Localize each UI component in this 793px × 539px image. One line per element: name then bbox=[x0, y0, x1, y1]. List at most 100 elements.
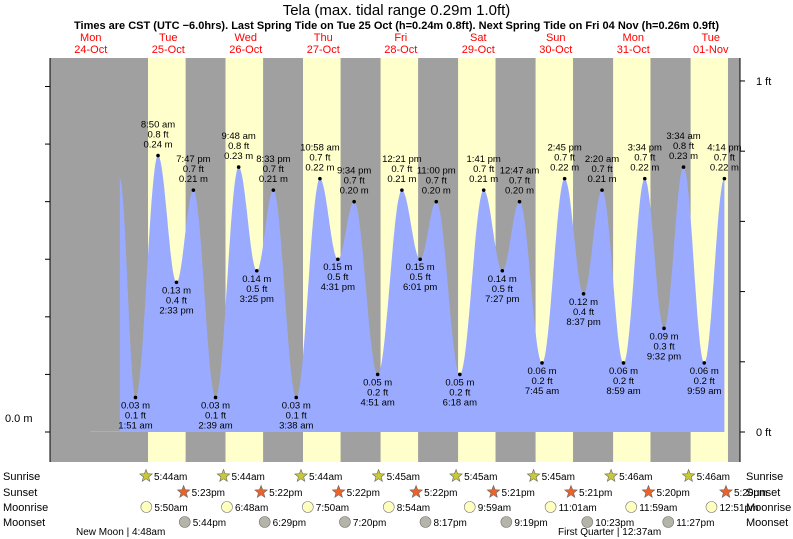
tide-label: 2:45 pm bbox=[547, 143, 581, 154]
tide-label: 0.21 m bbox=[387, 174, 416, 185]
tide-label: 0.7 ft bbox=[509, 176, 530, 187]
day-date: 29-Oct bbox=[462, 44, 495, 56]
sunset-icon bbox=[719, 484, 733, 498]
tide-label: 0.7 ft bbox=[634, 153, 655, 164]
moonrise-time: 8:54am bbox=[397, 503, 430, 514]
moonset-icon bbox=[419, 516, 432, 528]
low-tide-point bbox=[540, 361, 544, 365]
moonrise-icon bbox=[705, 501, 718, 513]
tide-label: 12:47 am bbox=[500, 166, 540, 177]
low-tide-point bbox=[458, 372, 462, 377]
tide-label: 0.23 m bbox=[224, 151, 253, 162]
moonrise-icon bbox=[625, 501, 637, 513]
tide-label: 0.2 ft bbox=[694, 376, 715, 387]
high-tide-point bbox=[236, 165, 241, 169]
high-tide-point bbox=[156, 153, 160, 158]
sunset-time: 5:20pm bbox=[734, 488, 767, 499]
tide-label: 0.4 ft bbox=[573, 307, 594, 318]
tide-label: 0.8 ft bbox=[673, 141, 694, 152]
tide-label: 0.21 m bbox=[179, 174, 208, 185]
tide-label: 0.21 m bbox=[469, 174, 498, 185]
sunset-icon bbox=[331, 484, 346, 498]
sunset-icon bbox=[176, 484, 191, 498]
tide-label: 0.2 ft bbox=[449, 387, 470, 398]
tide-label: 7:47 pm bbox=[176, 154, 210, 165]
sunset-time: 5:21pm bbox=[579, 488, 612, 499]
tide-label: 4:14 pm bbox=[707, 143, 741, 154]
moonrise-time: 9:59am bbox=[478, 503, 511, 514]
tide-label: 1:41 pm bbox=[467, 154, 501, 165]
sunrise-icon bbox=[294, 468, 308, 482]
sunrise-time: 5:45am bbox=[542, 472, 575, 483]
tide-label: 0.1 ft bbox=[205, 410, 226, 421]
sunrise-time: 5:46am bbox=[697, 472, 730, 483]
moonrise-icon bbox=[221, 501, 233, 513]
high-tide-point bbox=[318, 176, 322, 181]
tide-label: 0.14 m bbox=[488, 274, 517, 285]
tide-label: 0.24 m bbox=[144, 140, 173, 151]
sunset-time: 5:21pm bbox=[502, 488, 535, 499]
right-axis-label: 0 ft bbox=[756, 427, 771, 439]
tide-label: 0.5 ft bbox=[246, 284, 267, 295]
day-weekday: Mon bbox=[80, 32, 101, 44]
sunset-time: 5:20pm bbox=[656, 488, 689, 499]
tide-label: 0.13 m bbox=[162, 285, 191, 296]
sunrise-icon bbox=[681, 468, 696, 482]
tide-label: 0.21 m bbox=[259, 174, 288, 185]
day-date: 26-Oct bbox=[229, 44, 262, 56]
tide-curve-area bbox=[90, 155, 725, 432]
tide-label: 7:45 am bbox=[525, 386, 559, 397]
high-tide-point bbox=[400, 188, 404, 192]
tide-label: 0.3 ft bbox=[653, 341, 674, 352]
sunset-time: 5:22pm bbox=[347, 488, 380, 499]
tide-label: 0.7 ft bbox=[714, 153, 735, 164]
sunset-icon bbox=[641, 484, 656, 498]
tide-label: 3:34 am bbox=[666, 131, 700, 142]
moonrise-icon bbox=[382, 501, 395, 513]
left-axis-label: 0.0 m bbox=[5, 413, 33, 425]
tide-label: 2:33 pm bbox=[159, 305, 193, 316]
sunset-icon bbox=[486, 484, 501, 498]
tide-label: 0.8 ft bbox=[147, 130, 168, 141]
high-tide-point bbox=[517, 199, 522, 204]
tide-label: 8:50 am bbox=[141, 120, 175, 131]
tide-labels: 0.03 m0.1 ft1:51 am8:50 am0.8 ft0.24 m0.… bbox=[118, 120, 741, 432]
row-label-left: Moonrise bbox=[3, 502, 48, 514]
tide-label: 0.23 m bbox=[669, 151, 698, 162]
tide-label: 12:21 pm bbox=[382, 154, 422, 165]
sunset-time: 5:23pm bbox=[192, 488, 225, 499]
axes: 0.0 m 1 ft 0 ft bbox=[5, 58, 771, 462]
tide-label: 0.2 ft bbox=[367, 387, 388, 398]
high-tide-point bbox=[642, 176, 647, 181]
tide-label: 0.03 m bbox=[282, 400, 311, 411]
tide-label: 0.2 ft bbox=[613, 376, 634, 387]
tide-label: 0.7 ft bbox=[591, 164, 612, 175]
tide-label: 0.7 ft bbox=[473, 164, 494, 175]
day-weekday: Fri bbox=[394, 32, 407, 44]
moonset-icon bbox=[339, 516, 351, 528]
tide-label: 0.03 m bbox=[201, 400, 230, 411]
tide-label: 0.21 m bbox=[588, 174, 617, 185]
high-tide-point bbox=[191, 188, 196, 192]
tide-label: 0.7 ft bbox=[263, 164, 284, 175]
day-weekday: Tue bbox=[159, 32, 178, 44]
low-tide-point bbox=[375, 372, 380, 377]
high-tide-point bbox=[434, 199, 439, 204]
row-label-left: Moonset bbox=[3, 517, 45, 529]
tide-label: 11:00 pm bbox=[417, 166, 456, 177]
day-weekday: Mon bbox=[623, 32, 644, 44]
moonrise-time: 11:01am bbox=[559, 503, 597, 514]
low-tide-point bbox=[702, 361, 707, 365]
high-tide-point bbox=[722, 176, 727, 181]
moonset-time: 9:19pm bbox=[514, 518, 547, 529]
moonrise-icon bbox=[463, 501, 476, 513]
sunrise-icon bbox=[604, 468, 619, 482]
row-label-right: Sunset bbox=[746, 487, 780, 499]
tide-label: 0.8 ft bbox=[228, 141, 249, 152]
day-weekday: Sun bbox=[546, 32, 566, 44]
tide-label: 9:48 am bbox=[221, 131, 255, 142]
astro-rows: Sunrise Sunrise Sunset Sunset Moonrise Moonri… bbox=[3, 468, 791, 538]
sunrise-icon bbox=[139, 468, 153, 482]
tide-label: 0.5 ft bbox=[327, 272, 348, 283]
sunrise-time: 5:44am bbox=[154, 472, 187, 483]
